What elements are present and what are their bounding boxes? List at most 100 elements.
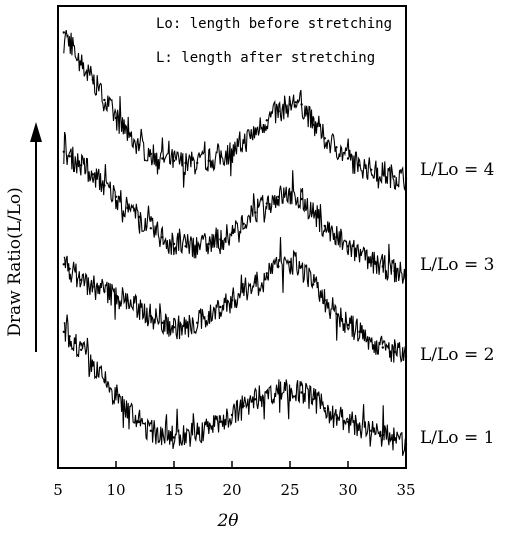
data-point	[68, 267, 71, 270]
data-point	[126, 132, 129, 135]
data-point	[288, 389, 292, 392]
data-point	[68, 335, 71, 338]
data-point	[242, 141, 245, 144]
data-point	[323, 299, 326, 302]
data-point	[184, 434, 187, 437]
data-point	[358, 254, 361, 257]
data-point	[62, 263, 65, 266]
data-point	[277, 389, 280, 392]
data-point	[114, 195, 118, 198]
data-point	[312, 283, 315, 286]
series-line	[63, 131, 407, 284]
series-label-4: L/Lo = 4	[420, 160, 494, 180]
x-tick-label: 10	[106, 481, 125, 499]
data-point	[288, 260, 292, 264]
data-point	[404, 274, 408, 277]
data-point	[172, 436, 176, 439]
data-point	[230, 299, 234, 302]
data-point	[80, 164, 83, 167]
data-point	[323, 407, 326, 410]
data-point	[393, 269, 396, 273]
series-line	[63, 314, 407, 456]
data-point	[62, 330, 65, 333]
data-point	[62, 150, 65, 153]
data-point	[138, 215, 141, 219]
data-point	[370, 429, 373, 432]
data-point	[172, 326, 176, 329]
data-point	[219, 420, 222, 423]
x-axis-ticks: 5 10 15 20 25 30 35	[53, 461, 416, 499]
data-point	[184, 326, 187, 329]
data-point	[103, 184, 106, 187]
data-point	[393, 438, 396, 441]
annotation-lo: Lo: length before stretching	[156, 16, 392, 32]
data-point	[161, 321, 164, 324]
data-point	[370, 168, 373, 171]
series-label-3: L/Lo = 3	[420, 255, 494, 275]
data-point	[149, 152, 152, 156]
data-point	[323, 137, 326, 140]
data-point	[91, 173, 95, 176]
x-tick-label: 25	[280, 481, 299, 499]
data-point	[254, 130, 257, 133]
data-point	[103, 380, 106, 383]
data-point	[62, 31, 65, 34]
data-point	[161, 434, 164, 437]
data-point	[149, 227, 152, 230]
data-point	[196, 321, 199, 324]
data-point	[196, 431, 199, 435]
data-point	[288, 193, 292, 196]
series-line	[63, 29, 407, 193]
data-point	[230, 231, 234, 234]
data-point	[277, 195, 280, 198]
series-layer	[62, 29, 408, 456]
x-tick-label: 30	[338, 481, 357, 499]
data-point	[254, 211, 257, 214]
data-point	[230, 413, 234, 417]
data-point	[370, 260, 373, 264]
series-l-lo-2	[62, 237, 408, 363]
data-point	[219, 238, 222, 241]
series-line	[63, 237, 407, 363]
data-point	[207, 314, 210, 318]
data-point	[196, 161, 199, 165]
data-point	[91, 78, 95, 82]
data-point	[393, 175, 396, 178]
data-point	[265, 119, 268, 122]
y-axis-label: Draw Ratio(L/Lo)	[5, 187, 25, 336]
data-point	[277, 110, 280, 113]
data-point	[312, 123, 315, 127]
x-tick-label: 15	[164, 481, 183, 499]
data-point	[335, 312, 338, 315]
data-point	[230, 150, 234, 153]
data-point	[242, 290, 245, 293]
data-point	[294, 101, 297, 104]
data-point	[207, 159, 210, 162]
data-point	[404, 443, 408, 446]
plot-frame	[57, 5, 407, 469]
data-point	[300, 265, 303, 268]
data-point	[358, 330, 361, 333]
data-point	[335, 146, 338, 149]
data-point	[312, 211, 315, 214]
data-point	[242, 222, 245, 225]
data-point	[323, 224, 326, 228]
data-point	[277, 265, 280, 268]
data-point	[358, 425, 361, 428]
data-point	[300, 197, 303, 201]
data-point	[346, 420, 350, 423]
x-tick-label: 5	[53, 481, 63, 499]
data-point	[126, 299, 129, 302]
data-point	[114, 393, 118, 396]
data-point	[103, 290, 106, 293]
data-point	[242, 404, 245, 408]
data-point	[138, 308, 141, 311]
data-point	[370, 339, 373, 342]
data-point	[381, 173, 384, 176]
data-point	[138, 143, 141, 147]
data-point	[393, 350, 396, 354]
data-point	[381, 346, 384, 349]
data-point	[207, 242, 210, 246]
data-point	[254, 281, 257, 284]
